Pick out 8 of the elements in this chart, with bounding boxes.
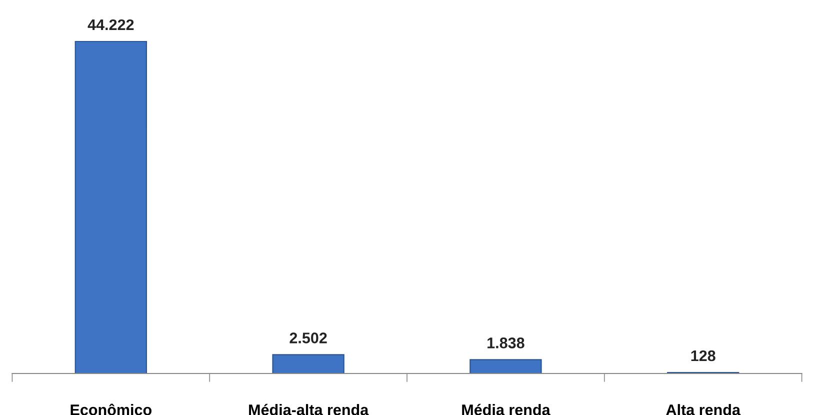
- data-label: 128: [691, 350, 716, 362]
- data-label: 1.838: [488, 338, 524, 348]
- x-tick-label: Econômico: [70, 404, 152, 415]
- x-tick-label: Alta renda: [666, 404, 741, 415]
- x-tick-label: Média renda: [462, 404, 550, 415]
- x-tick-label: Média-alta renda: [249, 404, 369, 415]
- data-label: 2.502: [290, 332, 327, 344]
- data-label: 44.222: [88, 19, 134, 30]
